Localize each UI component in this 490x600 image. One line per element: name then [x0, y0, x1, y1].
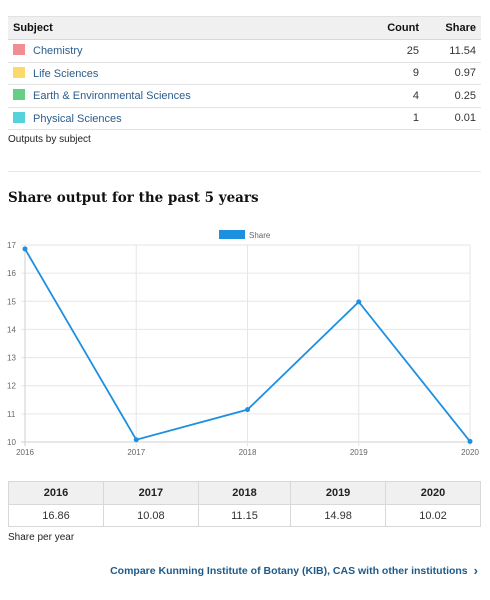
y-tick-label: 14 [7, 325, 16, 334]
subjects-table: Subject Count Share Chemistry 25 11.54 L… [8, 16, 481, 130]
year-value-cell: 10.08 [102, 504, 199, 527]
share-per-year-table: 2016 2017 2018 2019 2020 16.86 10.08 11.… [8, 481, 481, 527]
table-row: Physical Sciences 1 0.01 [8, 107, 481, 130]
subject-cell: Earth & Environmental Sciences [8, 84, 354, 108]
year-header: 2019 [290, 481, 387, 505]
y-tick-label: 10 [7, 438, 16, 447]
subject-color-swatch [13, 111, 25, 123]
year-header-row: 2016 2017 2018 2019 2020 [8, 481, 481, 505]
subject-link-chemistry[interactable]: Chemistry [33, 45, 83, 58]
x-tick-label: 2017 [127, 448, 145, 457]
chart-points [22, 246, 473, 444]
year-value-cell: 10.02 [385, 504, 481, 527]
table-row: 16.86 10.08 11.15 14.98 10.02 [8, 504, 481, 527]
share-line-chart: 10 11 12 13 14 15 16 17 2016 2017 2018 2019 2020 Sh… [7, 230, 479, 457]
year-table-caption: Share per year [8, 532, 75, 543]
x-tick-label: 2020 [461, 448, 479, 457]
subject-cell: Physical Sciences [8, 107, 354, 130]
share-cell: 0.25 [424, 84, 481, 108]
subject-link-life-sciences[interactable]: Life Sciences [33, 67, 99, 80]
data-point[interactable] [245, 407, 250, 413]
y-tick-label: 11 [7, 410, 16, 419]
share-cell: 0.97 [424, 62, 481, 85]
data-point[interactable] [22, 246, 28, 252]
chart-x-ticks: 2016 2017 2018 2019 2020 [16, 448, 479, 457]
subject-color-swatch [13, 66, 25, 78]
year-value-cell: 14.98 [290, 504, 387, 527]
chart-y-ticks: 10 11 12 13 14 15 16 17 [7, 241, 16, 447]
share-column-header: Share [424, 16, 481, 40]
year-header: 2017 [102, 481, 199, 505]
subject-cell: Life Sciences [8, 62, 354, 85]
y-tick-label: 15 [7, 297, 16, 306]
table-row: Life Sciences 9 0.97 [8, 62, 481, 85]
data-point[interactable] [356, 299, 362, 305]
year-header: 2018 [197, 481, 292, 505]
x-tick-label: 2016 [16, 448, 34, 457]
count-cell: 1 [354, 107, 424, 130]
share-cell: 0.01 [424, 107, 481, 130]
x-tick-label: 2019 [350, 448, 368, 457]
x-tick-label: 2018 [239, 448, 257, 457]
legend-label: Share [249, 231, 271, 240]
table-row: Earth & Environmental Sciences 4 0.25 [8, 84, 481, 108]
share-section-title: Share output for the past 5 years [8, 190, 259, 206]
chevron-right-icon: › [473, 563, 478, 578]
year-value-cell: 16.86 [8, 504, 104, 527]
compare-institutions-link[interactable]: Compare Kunming Institute of Botany (KIB… [110, 563, 478, 578]
subject-link-earth-environmental[interactable]: Earth & Environmental Sciences [33, 90, 191, 103]
subject-color-swatch [13, 89, 25, 101]
chart-grid [21, 244, 471, 446]
count-column-header: Count [354, 16, 424, 40]
data-point[interactable] [133, 437, 139, 443]
subject-color-swatch [13, 44, 25, 56]
count-cell: 4 [354, 84, 424, 108]
count-cell: 9 [354, 62, 424, 85]
subject-link-physical-sciences[interactable]: Physical Sciences [33, 112, 122, 125]
subject-cell: Chemistry [8, 39, 354, 63]
y-tick-label: 17 [7, 241, 16, 250]
y-tick-label: 13 [7, 354, 16, 363]
year-value-cell: 11.15 [197, 504, 292, 527]
year-header: 2016 [8, 481, 104, 505]
y-tick-label: 12 [7, 382, 16, 391]
data-point[interactable] [467, 438, 473, 444]
section-divider [8, 171, 481, 172]
chart-legend[interactable]: Share [219, 230, 271, 240]
share-cell: 11.54 [424, 39, 481, 63]
year-header: 2020 [385, 481, 481, 505]
y-tick-label: 16 [7, 269, 16, 278]
table-row: Chemistry 25 11.54 [8, 39, 481, 63]
compare-link-label: Compare Kunming Institute of Botany (KIB… [110, 564, 468, 577]
subject-column-header: Subject [8, 16, 354, 40]
legend-swatch [219, 230, 245, 239]
subjects-caption: Outputs by subject [8, 134, 91, 145]
count-cell: 25 [354, 39, 424, 63]
subjects-header-row: Subject Count Share [8, 16, 481, 40]
